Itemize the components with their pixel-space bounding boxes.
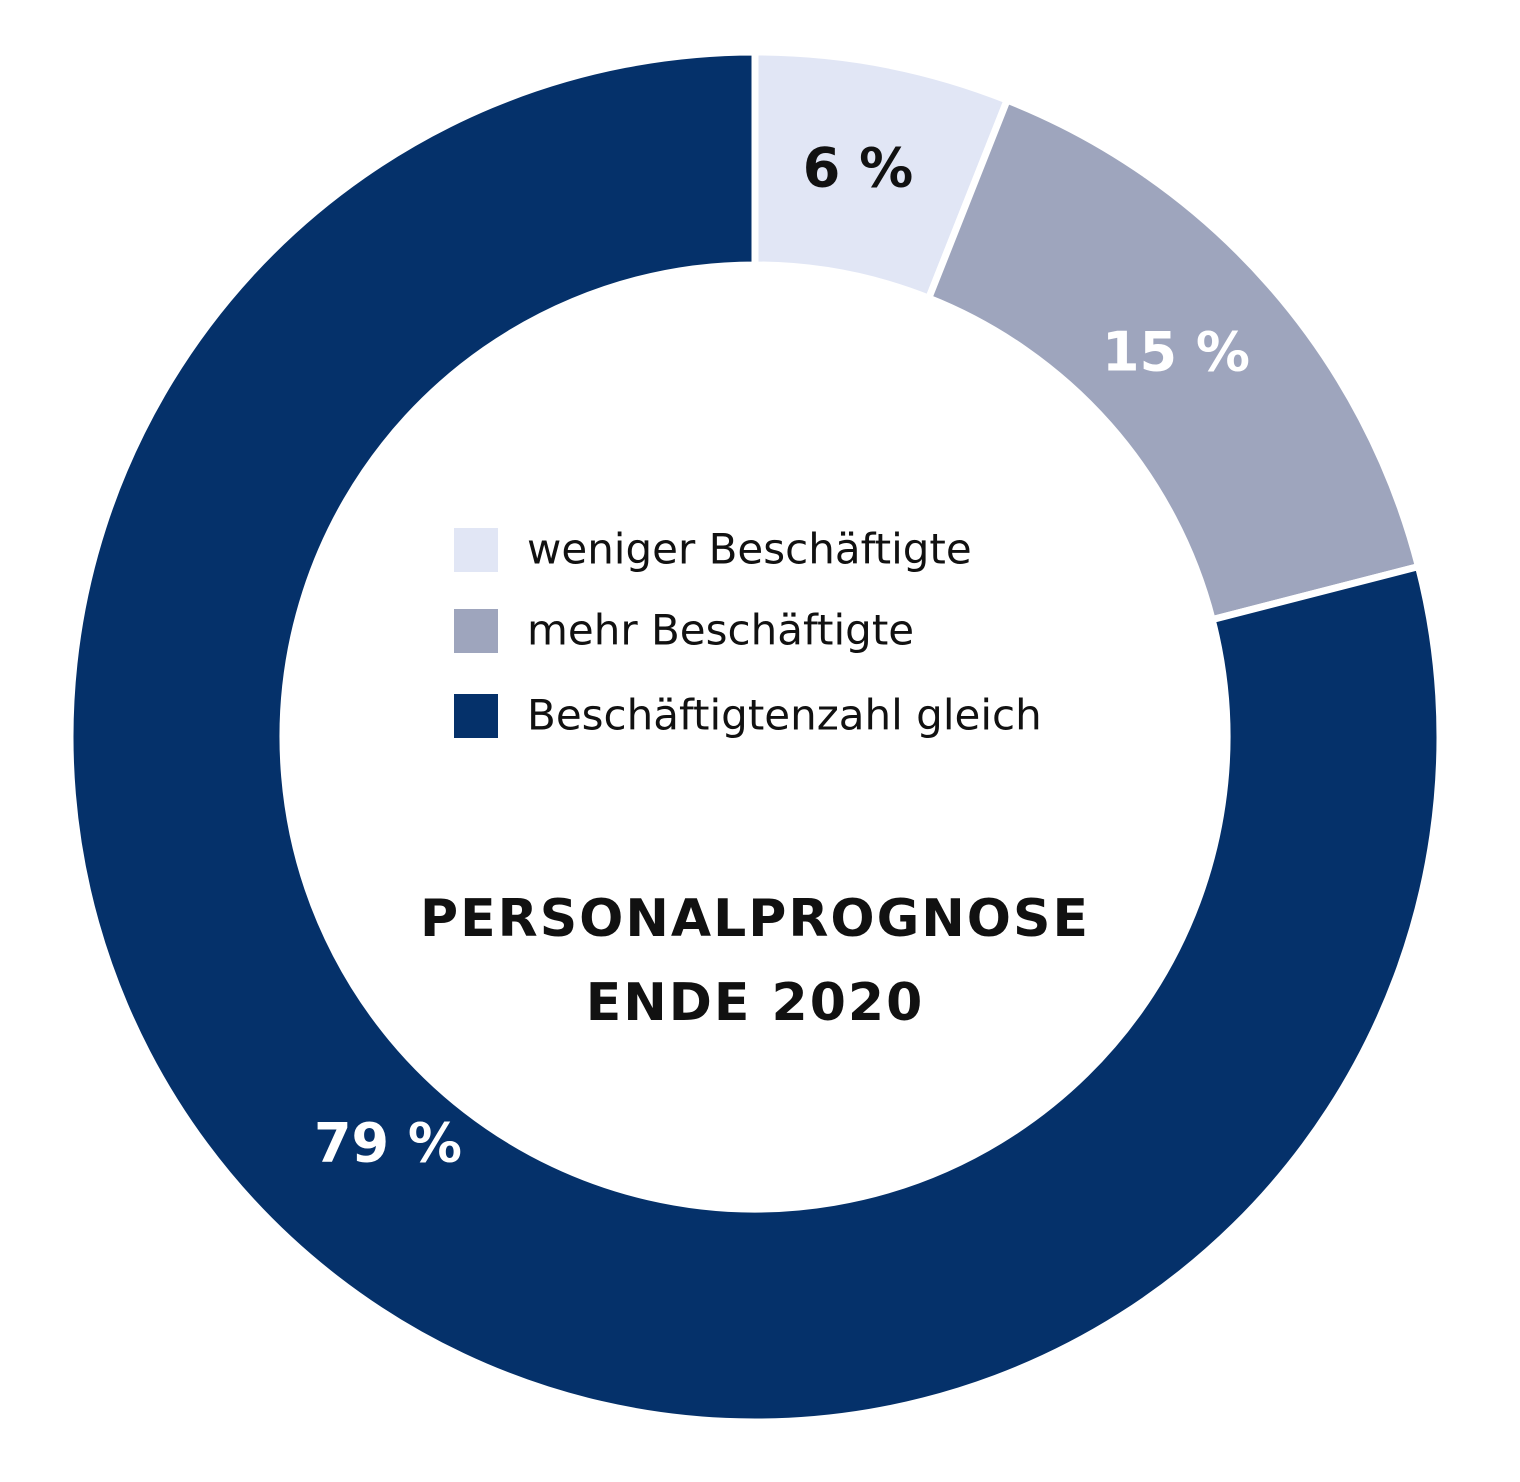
slice-1: [924, 95, 1423, 624]
legend: weniger Beschäftigte mehr Beschäftigte B…: [454, 525, 1042, 740]
legend-label-gleich: Beschäftigtenzahl gleich: [527, 691, 1042, 740]
slice-label-0: 6 %: [803, 137, 913, 200]
legend-swatch-gleich: [454, 694, 498, 738]
slice-labels: 6 % 15 % 79 %: [314, 137, 1250, 1175]
legend-swatch-mehr: [454, 609, 498, 653]
legend-label-mehr: mehr Beschäftigte: [527, 606, 914, 655]
slice-label-2: 79 %: [314, 1112, 462, 1175]
donut-slices: [66, 48, 1444, 1426]
legend-label-weniger: weniger Beschäftigte: [527, 525, 972, 574]
chart-title: PERSONALPROGNOSE ENDE 2020: [420, 889, 1090, 1033]
legend-swatch-weniger: [454, 528, 498, 572]
slice-2: [66, 48, 1444, 1426]
slice-label-1: 15 %: [1102, 321, 1250, 384]
chart-title-line-2: ENDE 2020: [586, 973, 925, 1033]
chart-title-line-1: PERSONALPROGNOSE: [420, 889, 1090, 949]
